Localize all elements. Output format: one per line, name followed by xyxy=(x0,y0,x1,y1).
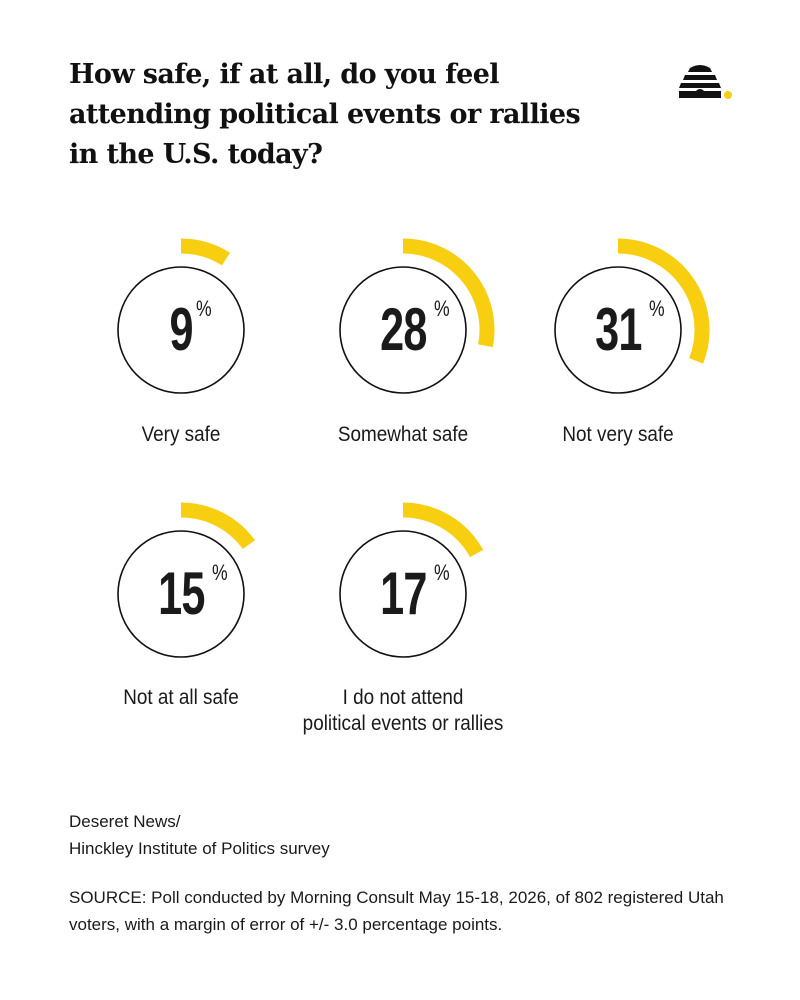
value-arc xyxy=(402,502,484,558)
donut-svg xyxy=(117,238,245,394)
value-arc xyxy=(617,238,710,364)
donut-not-at-all-safe: 15 % xyxy=(61,474,301,714)
donut-svg xyxy=(339,238,495,394)
value-arc xyxy=(402,238,495,348)
donut-ring xyxy=(339,530,467,658)
percent-sign: % xyxy=(195,296,212,321)
source-note: SOURCE: Poll conducted by Morning Consul… xyxy=(69,888,724,934)
credit: Deseret News/ Hinckley Institute of Poli… xyxy=(69,808,330,862)
percent-sign: % xyxy=(211,560,228,585)
value-label: 31 xyxy=(594,296,642,363)
chart-title: How safe, if at all, do you feel attendi… xyxy=(69,59,581,170)
category-label-do-not-attend: I do not attend political events or rall… xyxy=(302,686,504,735)
donut-svg xyxy=(339,502,484,658)
donut-ring xyxy=(339,266,467,394)
percent-sign: % xyxy=(648,296,665,321)
credit-line-2: Hinckley Institute of Politics survey xyxy=(69,839,330,858)
category-label-not-very-safe: Not very safe xyxy=(562,423,674,446)
donut-svg xyxy=(554,238,710,394)
category-label-very-safe: Very safe xyxy=(141,423,221,446)
percent-sign: % xyxy=(433,560,450,585)
value-label: 17 xyxy=(379,560,427,627)
value-label: 15 xyxy=(157,560,205,627)
donut-svg xyxy=(117,502,256,658)
value-arc xyxy=(180,502,256,550)
value-arc xyxy=(180,238,231,266)
value-label: 9 xyxy=(169,296,193,363)
category-label-not-at-all-safe: Not at all safe xyxy=(123,686,239,709)
beehive-icon xyxy=(679,65,732,99)
value-label: 28 xyxy=(379,296,427,363)
donut-very-safe: 9 % xyxy=(61,210,301,450)
category-label-somewhat-safe: Somewhat safe xyxy=(337,423,469,446)
donut-ring xyxy=(554,266,682,394)
donut-ring xyxy=(117,530,245,658)
credit-line-1: Deseret News/ xyxy=(69,812,181,831)
donut-somewhat-safe: 28 % xyxy=(283,210,523,450)
donut-ring xyxy=(117,266,245,394)
percent-sign: % xyxy=(433,296,450,321)
donut-do-not-attend: 17 % xyxy=(283,474,523,714)
donut-not-very-safe: 31 % xyxy=(498,210,738,450)
